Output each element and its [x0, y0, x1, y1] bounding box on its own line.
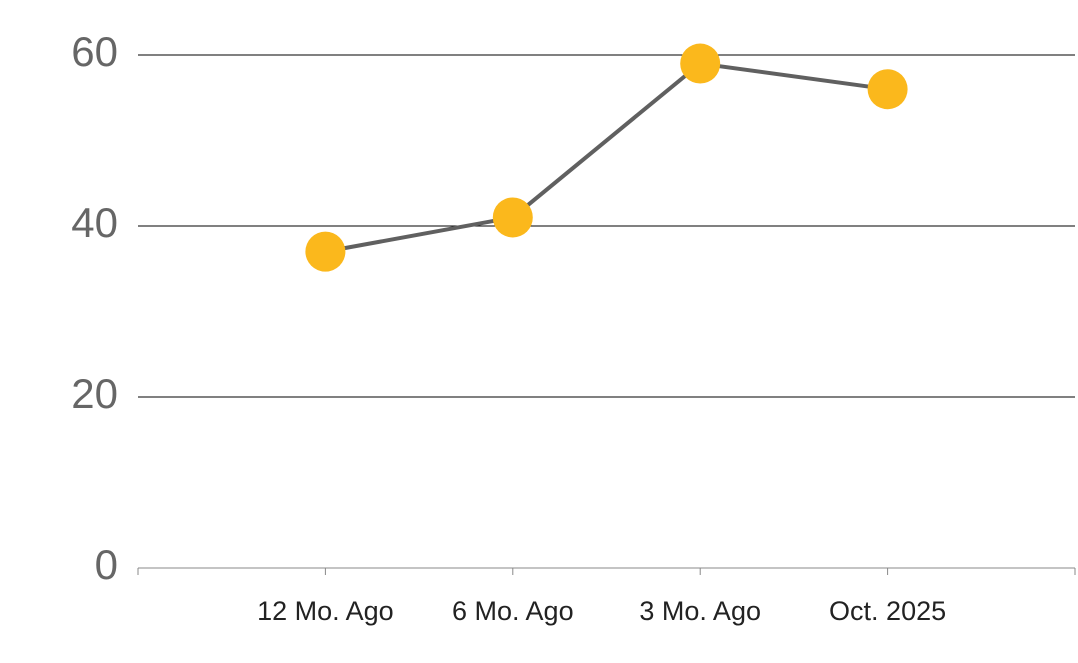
- marker: [680, 43, 721, 84]
- x-tick-label: 3 Mo. Ago: [639, 596, 761, 626]
- marker: [867, 69, 908, 110]
- x-tick-label: 6 Mo. Ago: [452, 596, 574, 626]
- y-tick-label: 20: [71, 370, 118, 417]
- line: [325, 61, 888, 254]
- x-tick-label: 12 Mo. Ago: [257, 596, 394, 626]
- marker: [305, 231, 346, 272]
- marker: [492, 197, 533, 238]
- x-tick-label: Oct. 2025: [829, 596, 946, 626]
- y-tick-label: 40: [71, 199, 118, 246]
- y-tick-label: 60: [71, 28, 118, 75]
- y-tick-label: 0: [95, 541, 118, 588]
